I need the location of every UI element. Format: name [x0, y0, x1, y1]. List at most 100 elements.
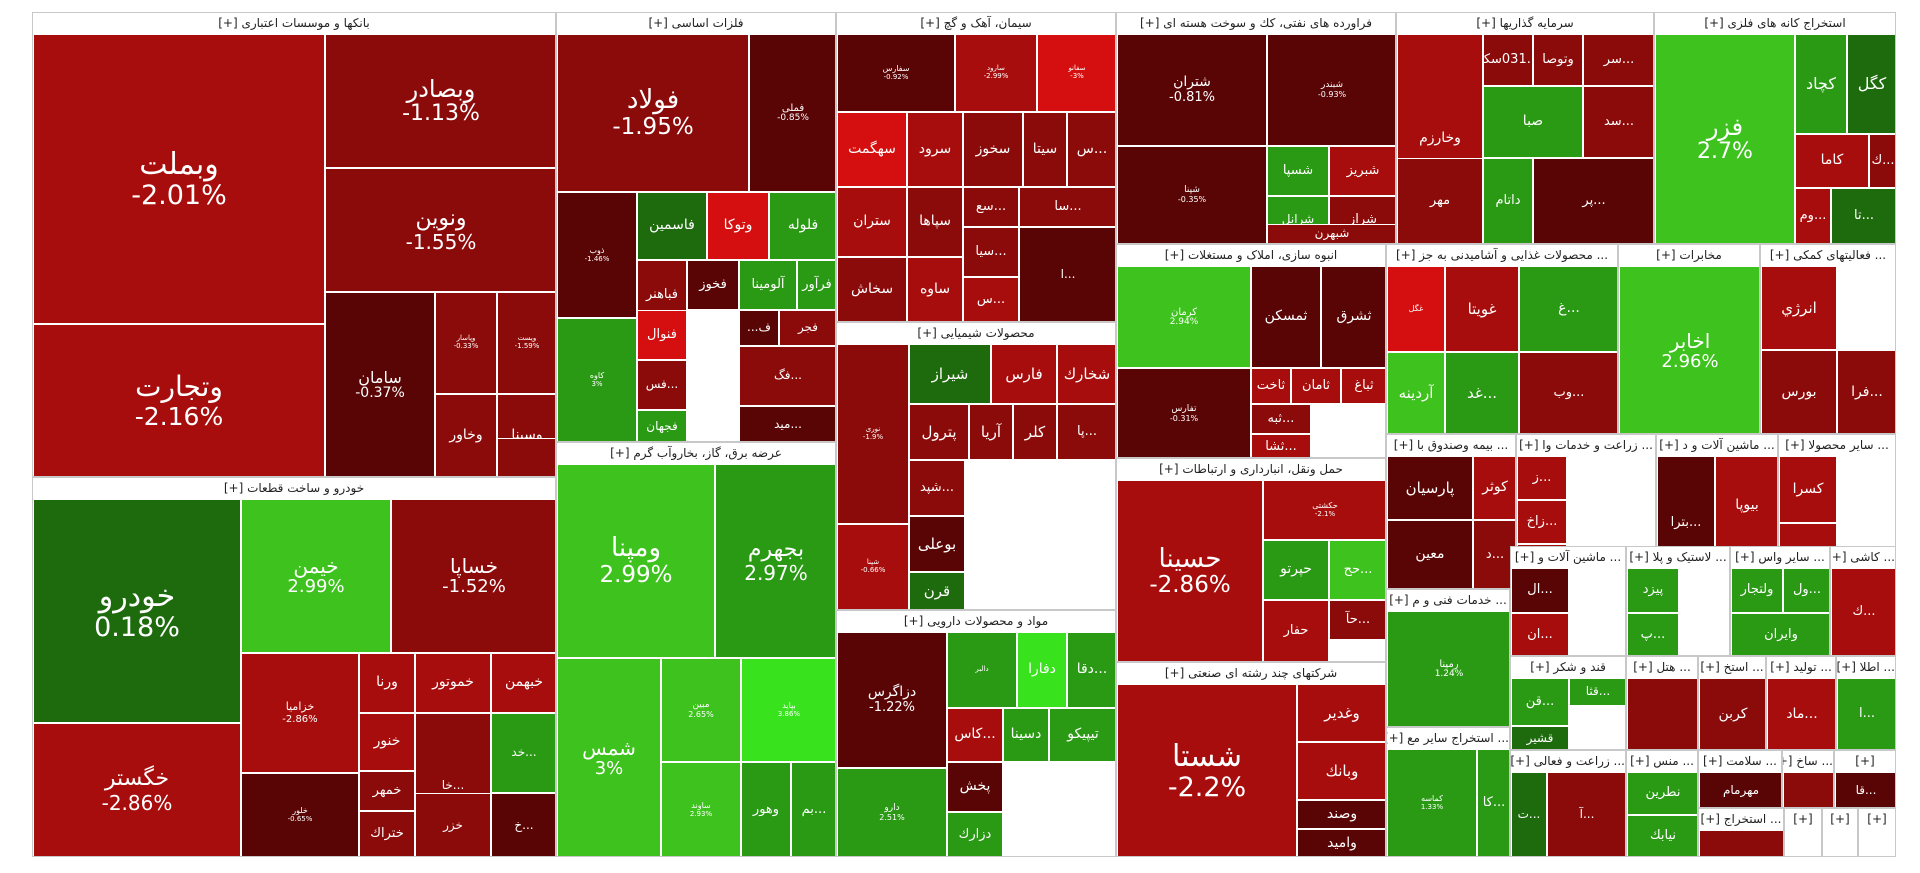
- stock-tile[interactable]: وتوصا: [1533, 34, 1583, 86]
- stock-tile[interactable]: ثشرق: [1321, 266, 1385, 368]
- stock-tile[interactable]: فلوله: [769, 192, 835, 260]
- sector-2[interactable]: سیمان، آهک و گچ [+] سفارس -0.92% سارود -2.99…: [836, 12, 1116, 322]
- stock-tile[interactable]: ختراك: [359, 811, 415, 856]
- stock-tile[interactable]: ...ا: [1019, 227, 1115, 321]
- stock-tile[interactable]: ...ماد: [1767, 678, 1835, 749]
- sector-28[interactable]: ... استخ [+] كربن: [1698, 656, 1766, 750]
- stock-tile[interactable]: ...پا: [1057, 404, 1115, 460]
- stock-tile[interactable]: رمپنا 1.24%: [1387, 611, 1509, 726]
- stock-tile[interactable]: ثاخت: [1251, 368, 1291, 404]
- stock-tile[interactable]: [1627, 678, 1697, 749]
- stock-tile[interactable]: سفارس -0.92%: [837, 34, 955, 112]
- stock-tile[interactable]: ...خ: [491, 793, 555, 856]
- sector-title[interactable]: ... خدمات فنی و م [+]: [1387, 590, 1509, 611]
- sector-title[interactable]: [+]: [1785, 809, 1821, 830]
- stock-tile[interactable]: فارس: [991, 344, 1057, 404]
- stock-tile[interactable]: تيپيكو: [1049, 708, 1115, 762]
- sector-24[interactable]: ... كاشی [+] ...ك: [1830, 546, 1896, 656]
- sector-title[interactable]: ... سایر محصولا [+]: [1779, 435, 1895, 456]
- stock-tile[interactable]: خيمن 2.99%: [241, 499, 391, 653]
- sector-20[interactable]: ... خدمات فنی و م [+] رمپنا 1.24%: [1386, 589, 1510, 727]
- sector-title[interactable]: استخراج كانه های فلزی [+]: [1655, 13, 1895, 34]
- stock-tile[interactable]: ...قن: [1511, 678, 1569, 726]
- stock-tile[interactable]: ...قا: [1835, 772, 1895, 807]
- stock-tile[interactable]: خودرو 0.18%: [33, 499, 241, 723]
- stock-tile[interactable]: پخش: [947, 762, 1003, 812]
- stock-tile[interactable]: بيوپا: [1715, 456, 1777, 556]
- sector-36[interactable]: [+] ...قا: [1834, 750, 1896, 808]
- stock-tile[interactable]: شمس 3%: [557, 658, 661, 856]
- sector-37[interactable]: [+]: [1784, 808, 1822, 857]
- stock-tile[interactable]: فملی -0.85%: [749, 34, 835, 192]
- stock-tile[interactable]: شبندر -0.93%: [1267, 34, 1395, 146]
- stock-tile[interactable]: ورنا: [359, 653, 415, 713]
- stock-tile[interactable]: شستا -2.2%: [1117, 684, 1297, 856]
- stock-tile[interactable]: ...دقا: [1067, 632, 1115, 708]
- sector-34[interactable]: ... ساخ [+]: [1782, 750, 1834, 808]
- stock-tile[interactable]: بجهرم 2.97%: [715, 464, 835, 658]
- stock-tile[interactable]: خزاميا -2.86%: [241, 653, 359, 773]
- stock-tile[interactable]: كاما: [1795, 134, 1869, 188]
- stock-tile[interactable]: ...ا: [1837, 678, 1895, 749]
- stock-tile[interactable]: فجهان: [637, 410, 687, 441]
- stock-tile[interactable]: شسپا: [1267, 146, 1329, 196]
- stock-tile[interactable]: ...وب: [1519, 352, 1617, 433]
- stock-tile[interactable]: فجر: [779, 310, 835, 346]
- stock-tile[interactable]: ...ك: [1869, 134, 1895, 188]
- stock-tile[interactable]: كرمان 2.94%: [1117, 266, 1251, 368]
- sector-8[interactable]: انبوه سازی، املاک و مستغلات [+] كرمان 2.94…: [1116, 244, 1386, 458]
- sector-title[interactable]: ... بیمه وصندوق با [+]: [1387, 435, 1515, 456]
- stock-tile[interactable]: ...فگ: [739, 346, 835, 406]
- sector-27[interactable]: ... هتل [+]: [1626, 656, 1698, 750]
- sector-16[interactable]: ... بیمه وصندوق با [+] پارسيان كوثر معين...…: [1386, 434, 1516, 589]
- sector-title[interactable]: محصولات شیمیایی [+]: [837, 323, 1115, 344]
- sector-title[interactable]: ... استخ [+]: [1699, 657, 1765, 678]
- sector-title[interactable]: ... ساخ [+]: [1783, 751, 1833, 772]
- stock-tile[interactable]: ...ال: [1511, 568, 1569, 613]
- stock-tile[interactable]: وبملت -2.01%: [33, 34, 325, 324]
- sector-21[interactable]: ... ماشین آلات و [+] ...ال ...ان: [1510, 546, 1626, 656]
- stock-tile[interactable]: غويتا: [1445, 266, 1519, 352]
- stock-tile[interactable]: ...كاس: [947, 708, 1003, 762]
- stock-tile[interactable]: ...سيا: [963, 227, 1019, 277]
- stock-tile[interactable]: پيزد: [1627, 568, 1679, 613]
- stock-tile[interactable]: سفانو -3%: [1037, 34, 1115, 112]
- sector-22[interactable]: ... لاستیک و پلا [+] پيزد ...پ: [1626, 546, 1730, 656]
- sector-title[interactable]: ... استخراج [+]: [1699, 809, 1783, 830]
- stock-tile[interactable]: سخاش: [837, 257, 907, 321]
- stock-tile[interactable]: نيابك: [1627, 815, 1697, 856]
- stock-tile[interactable]: كاوه 3%: [557, 318, 637, 441]
- stock-tile[interactable]: ...031سكه: [1483, 34, 1533, 86]
- stock-tile[interactable]: ...ميد: [739, 406, 835, 441]
- sector-13[interactable]: حمل ونقل، انبارداری و ارتباطات [+] حسينا -…: [1116, 458, 1386, 662]
- stock-tile[interactable]: آلومينا: [739, 260, 797, 310]
- stock-tile[interactable]: دارو 2.51%: [837, 768, 947, 856]
- stock-tile[interactable]: كربن: [1699, 678, 1765, 749]
- sector-14[interactable]: خودرو و ساخت قطعات [+] خودرو 0.18% خگستر -2.…: [32, 477, 556, 857]
- sector-23[interactable]: ... سایر واس [+] ...ول وايران ولتجار: [1730, 546, 1830, 656]
- stock-tile[interactable]: شپنا -0.35%: [1117, 146, 1267, 243]
- stock-tile[interactable]: ...خد: [491, 713, 555, 793]
- stock-tile[interactable]: سيتا: [1023, 112, 1067, 187]
- sector-35[interactable]: ... استخراج [+]: [1698, 808, 1784, 857]
- stock-tile[interactable]: وبصادر -1.13%: [325, 34, 555, 168]
- stock-tile[interactable]: خمهر: [359, 771, 415, 811]
- stock-tile[interactable]: كچاد: [1795, 34, 1847, 134]
- stock-tile[interactable]: واميد: [1297, 829, 1385, 856]
- stock-tile[interactable]: داتام: [1483, 158, 1533, 243]
- sector-title[interactable]: [+]: [1823, 809, 1857, 830]
- stock-tile[interactable]: ثباغ: [1341, 368, 1385, 404]
- sector-5[interactable]: استخراج كانه های فلزی [+] فزر 2.7% كچاد كگل ك…: [1654, 12, 1896, 244]
- sector-title[interactable]: فلزات اساسی [+]: [557, 13, 835, 34]
- stock-tile[interactable]: پارسيان: [1387, 456, 1473, 520]
- stock-tile[interactable]: حفار: [1263, 600, 1329, 661]
- stock-tile[interactable]: ...ان: [1511, 613, 1569, 655]
- stock-tile[interactable]: مهرمام: [1699, 772, 1781, 807]
- stock-tile[interactable]: ...ت: [1511, 772, 1547, 856]
- stock-tile[interactable]: سهگمت: [837, 112, 907, 187]
- stock-tile[interactable]: دزاگرس -1.22%: [837, 632, 947, 768]
- stock-tile[interactable]: سخوز: [963, 112, 1023, 187]
- stock-tile[interactable]: شخارك: [1057, 344, 1115, 404]
- sector-0[interactable]: بانکها و موسسات اعتباری [+] وبملت -2.01% وت…: [32, 12, 556, 477]
- stock-tile[interactable]: شتران -0.81%: [1117, 34, 1267, 146]
